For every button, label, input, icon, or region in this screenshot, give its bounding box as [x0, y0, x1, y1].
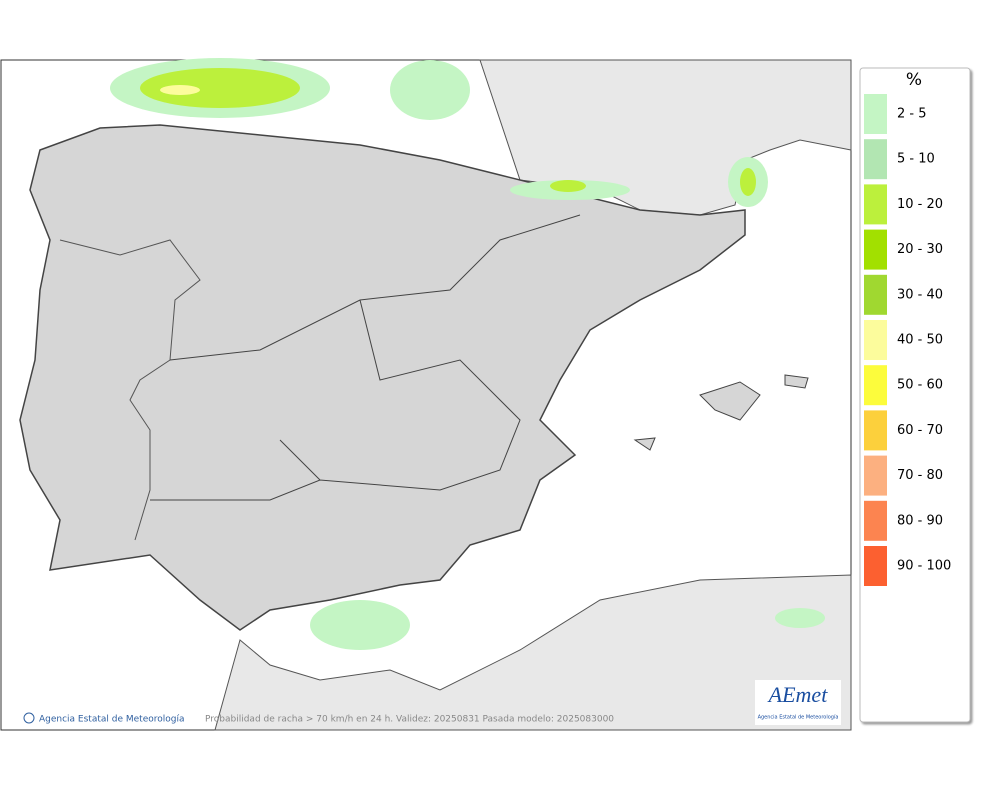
prob-area — [740, 168, 756, 196]
iberia — [19, 124, 746, 631]
legend-swatch — [864, 500, 887, 541]
logo-box — [755, 680, 841, 725]
legend-swatch — [864, 94, 887, 134]
legend-swatch — [864, 546, 887, 586]
legend-label: 50 - 60 — [897, 378, 943, 393]
map: Agencia Estatal de Meteorología Probabil… — [0, 58, 852, 731]
legend-swatch — [864, 274, 887, 315]
legend-label: 40 - 50 — [897, 333, 943, 348]
logo-subtitle: Agencia Estatal de Meteorología — [758, 714, 839, 721]
legend-swatch — [864, 455, 887, 496]
credit: Agencia Estatal de Meteorología — [39, 715, 185, 725]
logo: AEmet — [767, 682, 829, 707]
legend-label: 80 - 90 — [897, 513, 943, 528]
legend-title: % — [906, 70, 922, 90]
prob-area — [390, 60, 470, 120]
prob-area — [310, 600, 410, 650]
legend-label: 70 - 80 — [897, 468, 943, 483]
copyright-icon — [23, 712, 35, 724]
legend-box — [859, 67, 971, 723]
legend-swatch — [864, 184, 887, 225]
prob-area — [140, 68, 300, 108]
africa — [214, 574, 852, 731]
legend-swatch — [864, 229, 887, 270]
legend: % 2 - 5 5 - 10 10 - 20 20 - 30 30 - 40 40 - 5… — [859, 67, 971, 723]
legend-label: 5 - 10 — [897, 152, 935, 167]
legend-label: 60 - 70 — [897, 423, 943, 438]
caption: Probabilidad de racha > 70 km/h en 24 h.… — [205, 715, 614, 725]
legend-swatch — [864, 320, 887, 360]
islands — [633, 374, 809, 451]
prob-area — [550, 180, 586, 192]
prob-area — [160, 85, 200, 95]
legend-label: 2 - 5 — [897, 107, 927, 122]
prob-area — [775, 608, 825, 628]
legend-label: 10 - 20 — [897, 197, 943, 212]
region-borders — [150, 214, 581, 501]
legend-label: 30 - 40 — [897, 287, 943, 302]
legend-label: 90 - 100 — [897, 559, 951, 574]
legend-label: 20 - 30 — [897, 242, 943, 257]
legend-swatch — [864, 139, 887, 180]
legend-swatch — [864, 365, 887, 406]
legend-swatch — [864, 410, 887, 451]
